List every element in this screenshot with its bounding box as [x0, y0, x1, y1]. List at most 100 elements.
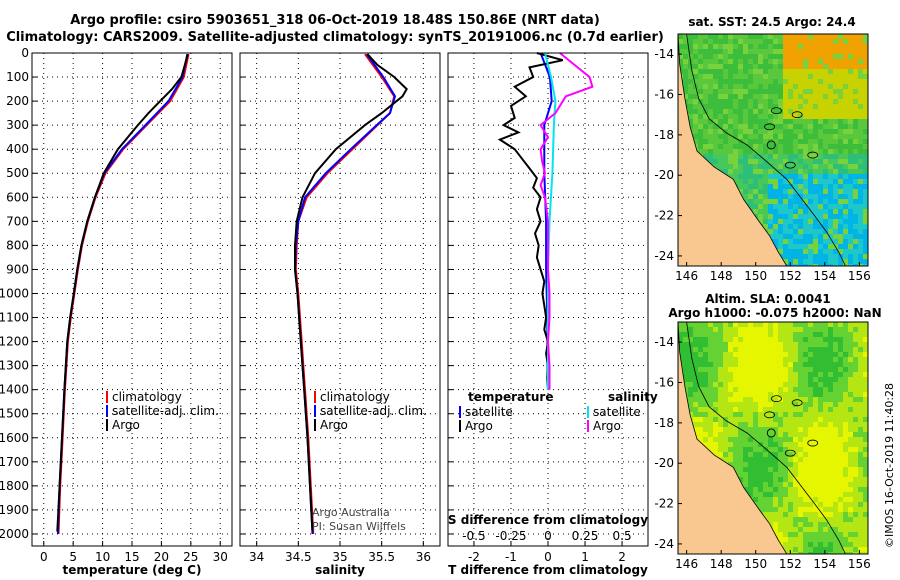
map-cell — [748, 194, 753, 199]
map-cell — [853, 109, 858, 114]
map-cell — [758, 367, 763, 372]
map-cell — [798, 89, 803, 94]
map-cell — [838, 467, 843, 472]
map-cell — [728, 99, 733, 104]
map-cell — [788, 412, 793, 417]
map-cell — [863, 522, 868, 527]
map-cell — [808, 457, 813, 462]
map-cell — [728, 437, 733, 442]
map-cell — [763, 59, 768, 64]
map-cell — [768, 452, 773, 457]
map-cell — [733, 139, 738, 144]
map-cell — [698, 412, 703, 417]
map-cell — [733, 54, 738, 59]
map-cell — [698, 372, 703, 377]
map-cell — [803, 169, 808, 174]
map-cell — [848, 99, 853, 104]
map-cell — [833, 542, 838, 547]
map-cell — [758, 417, 763, 422]
map-cell — [798, 104, 803, 109]
map-cell — [858, 99, 863, 104]
map-cell — [838, 327, 843, 332]
map-cell — [778, 487, 783, 492]
map-cell — [798, 224, 803, 229]
map-cell — [823, 94, 828, 99]
map-cell — [693, 124, 698, 129]
map-cell — [718, 417, 723, 422]
map-cell — [723, 59, 728, 64]
map-cell — [793, 194, 798, 199]
map-cell — [838, 54, 843, 59]
map-cell — [828, 44, 833, 49]
map-cell — [773, 467, 778, 472]
map-cell — [728, 39, 733, 44]
x-tick-label: 5 — [69, 550, 77, 564]
map-cell — [838, 552, 843, 554]
map-cell — [818, 209, 823, 214]
map-cell — [693, 352, 698, 357]
map-cell — [773, 362, 778, 367]
map-y-tick-label: -24 — [654, 249, 674, 263]
map-cell — [808, 234, 813, 239]
map-cell — [838, 407, 843, 412]
map-cell — [723, 124, 728, 129]
map-cell — [808, 467, 813, 472]
map-cell — [733, 179, 738, 184]
map-cell — [833, 249, 838, 254]
map-cell — [848, 367, 853, 372]
map-cell — [863, 64, 868, 69]
map-cell — [848, 542, 853, 547]
map-cell — [778, 134, 783, 139]
map-cell — [848, 392, 853, 397]
map-cell — [758, 492, 763, 497]
map-cell — [798, 49, 803, 54]
map-cell — [778, 422, 783, 427]
map-cell — [818, 527, 823, 532]
map-cell — [863, 144, 868, 149]
map-cell — [743, 169, 748, 174]
map-cell — [718, 392, 723, 397]
map-cell — [858, 244, 863, 249]
map-cell — [798, 219, 803, 224]
map-cell — [798, 84, 803, 89]
map-cell — [853, 199, 858, 204]
map-cell — [828, 517, 833, 522]
map-cell — [718, 362, 723, 367]
y-tick-label: 400 — [6, 142, 29, 156]
map-cell — [733, 39, 738, 44]
map-cell — [788, 129, 793, 134]
map-cell — [768, 104, 773, 109]
map-cell — [743, 472, 748, 477]
map-cell — [768, 337, 773, 342]
map-cell — [753, 39, 758, 44]
map-cell — [808, 462, 813, 467]
map-cell — [773, 184, 778, 189]
map-cell — [738, 84, 743, 89]
map-cell — [813, 144, 818, 149]
map-cell — [828, 124, 833, 129]
map-cell — [703, 124, 708, 129]
map-cell — [828, 224, 833, 229]
map-cell — [698, 437, 703, 442]
map-cell — [788, 124, 793, 129]
map-cell — [823, 164, 828, 169]
map-cell — [838, 352, 843, 357]
map-cell — [748, 154, 753, 159]
map-cell — [693, 119, 698, 124]
map-cell — [733, 362, 738, 367]
credit-line-1: Argo Australia — [312, 506, 390, 519]
map-cell — [698, 402, 703, 407]
map-cell — [863, 387, 868, 392]
map-cell — [678, 342, 683, 347]
map-cell — [833, 422, 838, 427]
map-cell — [778, 527, 783, 532]
map-cell — [728, 44, 733, 49]
map-cell — [823, 337, 828, 342]
map-cell — [773, 417, 778, 422]
map-cell — [848, 49, 853, 54]
map-cell — [863, 159, 868, 164]
map-cell — [698, 64, 703, 69]
map-cell — [838, 139, 843, 144]
map-cell — [753, 397, 758, 402]
map-cell — [683, 377, 688, 382]
